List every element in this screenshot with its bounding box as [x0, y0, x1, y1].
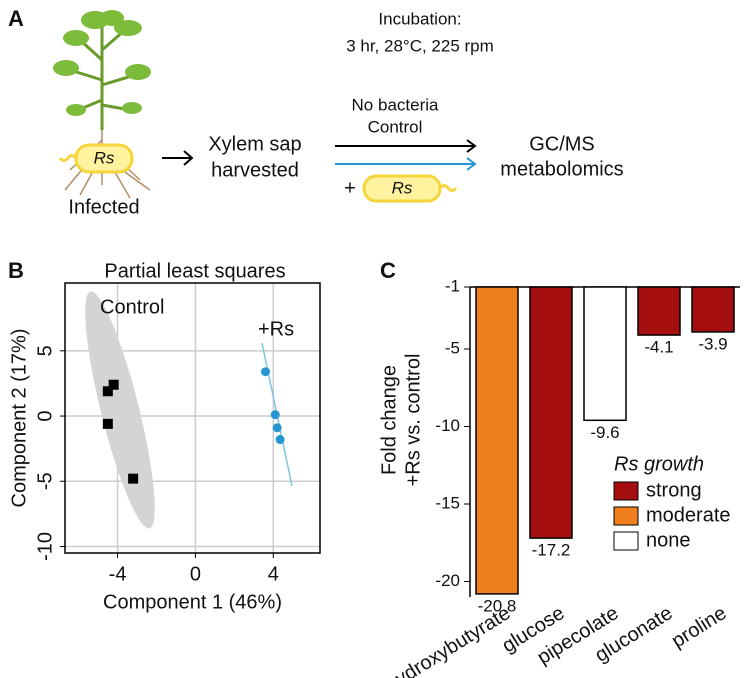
panel-label: B — [8, 258, 24, 283]
y-tick-label: -10 — [435, 416, 460, 435]
y-tick-label: -1 — [445, 276, 460, 295]
plus-sign: + — [344, 177, 356, 199]
y-axis-label: Component 2 (17%) — [8, 329, 30, 508]
x-tick-label: 3-hydroxybutyrate — [367, 602, 514, 678]
point — [275, 435, 285, 445]
point — [102, 418, 113, 429]
bacterium — [58, 143, 134, 174]
y-axis-label: Fold change — [378, 365, 400, 475]
point — [272, 423, 282, 433]
legend-title: Rs growth — [614, 453, 704, 475]
legend-label: none — [646, 529, 691, 551]
value-label: -3.9 — [698, 334, 727, 353]
sap-label: harvested — [211, 159, 299, 181]
legend-swatch — [613, 481, 639, 501]
value-label: -17.2 — [532, 541, 571, 560]
plot-frame — [64, 282, 321, 554]
point — [102, 386, 113, 397]
y-axis-label: +Rs vs. control — [402, 354, 424, 487]
point — [270, 410, 280, 420]
arrow — [335, 157, 477, 171]
plant-label: Infected — [68, 196, 139, 218]
x-axis-label: Component 1 (46%) — [103, 591, 282, 613]
value-label: -9.6 — [590, 423, 619, 442]
x-tick-label: 4 — [268, 563, 279, 585]
incubation-title: Incubation: — [378, 9, 461, 28]
bar — [637, 286, 681, 336]
arrow — [162, 150, 194, 166]
point — [108, 379, 119, 390]
y-tick-label: -10 — [34, 532, 56, 561]
sap-label: Xylem sap — [208, 133, 301, 155]
confidence-ellipse — [85, 291, 155, 529]
value-label: -4.1 — [644, 338, 673, 357]
output-label: metabolomics — [500, 158, 623, 180]
legend-swatch — [613, 506, 639, 526]
legend-label: moderate — [646, 504, 731, 526]
bacterium-label: Rs — [94, 148, 115, 167]
panel-label: A — [8, 6, 24, 31]
legend-label: strong — [646, 479, 702, 501]
y-tick-label: -15 — [435, 493, 460, 512]
bar — [583, 286, 627, 422]
panel-label: C — [380, 258, 396, 283]
bacterium — [362, 174, 458, 203]
value-label: -20.8 — [478, 596, 517, 615]
arrow — [335, 139, 477, 153]
x-tick-label: 0 — [190, 563, 201, 585]
incubation-conditions: 3 hr, 28°C, 225 rpm — [346, 36, 494, 55]
bar — [691, 286, 735, 333]
series-label: +Rs — [258, 318, 294, 340]
x-tick-label: proline — [668, 602, 731, 652]
output-label: GC/MS — [529, 133, 595, 155]
bar — [529, 286, 573, 539]
chart-title: Partial least squares — [104, 260, 285, 282]
control-label: Control — [368, 117, 423, 136]
y-tick-label: -5 — [34, 472, 56, 490]
y-tick-label: 5 — [34, 345, 56, 356]
x-tick-label: -4 — [109, 563, 127, 585]
point — [128, 473, 139, 484]
bar — [475, 286, 519, 595]
bacterium-label: Rs — [392, 178, 413, 197]
y-tick-label: -5 — [445, 338, 460, 357]
control-label: No bacteria — [352, 95, 439, 114]
y-tick-label: 0 — [34, 410, 56, 421]
point — [260, 367, 270, 377]
y-tick-label: -20 — [435, 571, 460, 590]
plant — [53, 10, 151, 199]
legend-swatch — [613, 531, 639, 551]
series-label: Control — [100, 296, 164, 318]
